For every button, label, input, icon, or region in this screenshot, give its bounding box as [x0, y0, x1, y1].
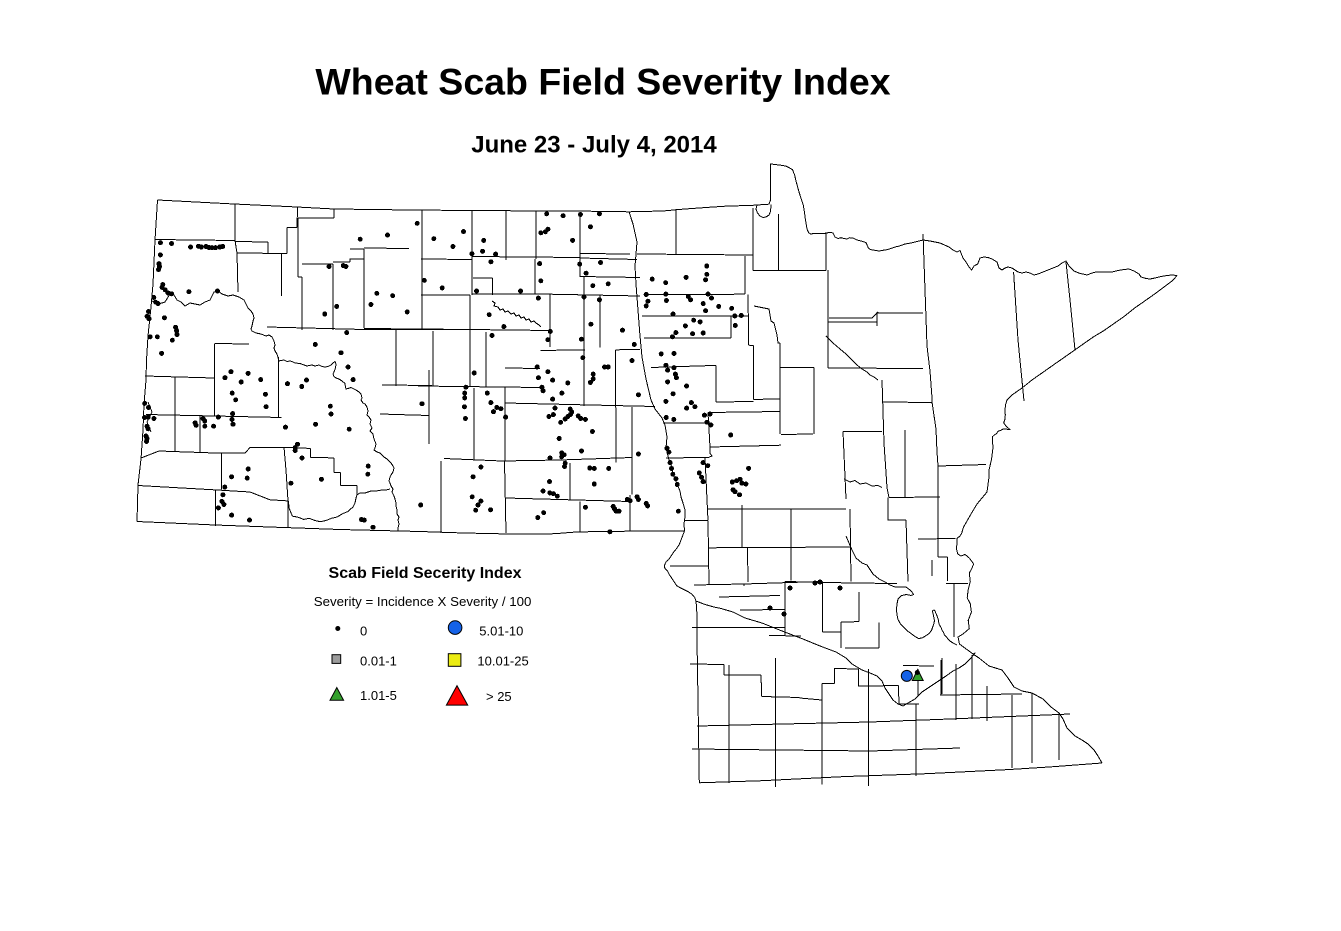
svg-text:10.01-25: 10.01-25 [477, 653, 528, 668]
svg-text:June 23 - July 4, 2014: June 23 - July 4, 2014 [471, 132, 717, 159]
svg-text:1.01-5: 1.01-5 [360, 688, 397, 703]
svg-text:Wheat Scab Field Severity Inde: Wheat Scab Field Severity Index [315, 61, 890, 103]
svg-text:0.01-1: 0.01-1 [360, 653, 397, 668]
svg-text:0: 0 [360, 623, 367, 638]
svg-text:Scab Field Secerity Index: Scab Field Secerity Index [329, 565, 522, 582]
svg-text:5.01-10: 5.01-10 [479, 623, 523, 638]
svg-text:Severity = Incidence X Severit: Severity = Incidence X Severity / 100 [314, 594, 532, 609]
svg-text:> 25: > 25 [486, 689, 512, 704]
